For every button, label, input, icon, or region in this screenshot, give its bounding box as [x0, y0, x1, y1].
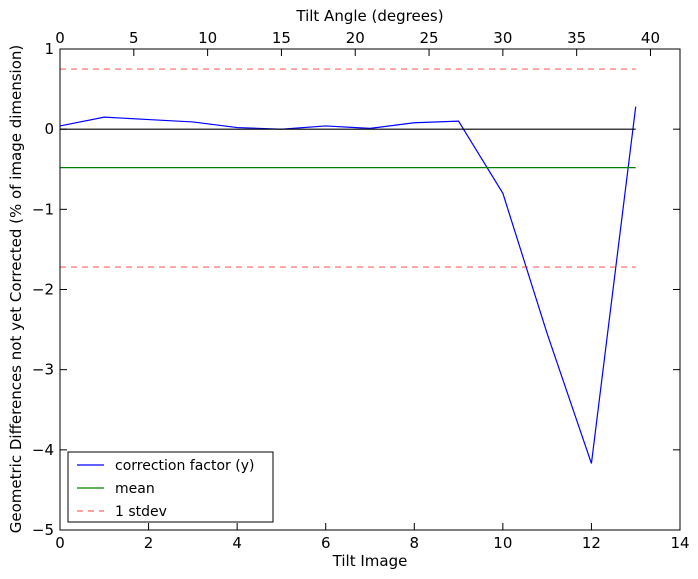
top-tick-label: 0	[55, 29, 65, 47]
legend-box	[67, 451, 274, 523]
y-tick-label: −5	[32, 521, 54, 539]
y-tick-label: 1	[44, 40, 54, 58]
legend-label-mean: mean	[115, 481, 155, 497]
legend: correction factor (y) mean 1 stdev	[67, 451, 274, 523]
x-tick-label: 6	[321, 534, 331, 552]
ticks-layer	[59, 48, 681, 531]
x-tick-label: 2	[144, 534, 154, 552]
y-tick-label: −3	[32, 361, 54, 379]
series-line-correction-factor-y	[60, 106, 637, 464]
x-tick-label: 8	[410, 534, 420, 552]
y-tick-label: −1	[32, 200, 54, 218]
top-axis-label: Tilt Angle (degrees)	[295, 7, 443, 25]
y-tick-label: −4	[32, 441, 54, 459]
top-tick-label: 15	[272, 29, 291, 47]
legend-label-correction-factor: correction factor (y)	[115, 458, 254, 474]
top-tick-label: 25	[420, 29, 439, 47]
x-tick-label: 14	[670, 534, 689, 552]
x-tick-label: 12	[582, 534, 601, 552]
top-tick-label: 20	[346, 29, 365, 47]
x-tick-label: 0	[55, 534, 65, 552]
top-tick-label: 40	[641, 29, 660, 47]
y-tick-label: −2	[32, 281, 54, 299]
top-tick-label: 5	[129, 29, 139, 47]
x-axis-label: Tilt Image	[332, 552, 408, 570]
y-axis-label: Geometric Differences not yet Corrected …	[7, 45, 25, 534]
series-layer	[60, 68, 637, 464]
y-tick-label: 0	[44, 120, 54, 138]
legend-label-stdev: 1 stdev	[115, 504, 167, 520]
top-tick-label: 10	[198, 29, 217, 47]
x-tick-label: 4	[232, 534, 242, 552]
x-tick-label: 10	[493, 534, 512, 552]
top-tick-label: 35	[567, 29, 586, 47]
top-tick-label: 30	[493, 29, 512, 47]
